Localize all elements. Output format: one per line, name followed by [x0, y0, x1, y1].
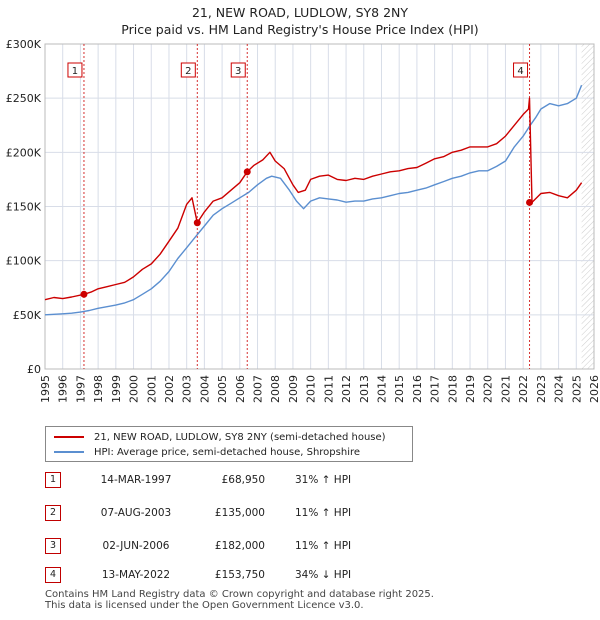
sale-number-badge: 3: [45, 538, 61, 554]
x-tick-label: 2003: [181, 375, 194, 403]
x-tick-label: 2016: [411, 375, 424, 403]
y-tick-label: £300K: [6, 38, 42, 51]
legend: 21, NEW ROAD, LUDLOW, SY8 2NY (semi-deta…: [45, 426, 413, 462]
sale-date: 14-MAR-1997: [100, 474, 172, 486]
legend-label-hpi: HPI: Average price, semi-detached house,…: [94, 446, 361, 458]
series-line-hpi: [44, 84, 583, 316]
sale-price: £68,950: [221, 474, 265, 486]
sale-hpi-diff: 34% ↓ HPI: [295, 569, 352, 581]
sale-date: 07-AUG-2003: [100, 507, 172, 519]
legend-label-property: 21, NEW ROAD, LUDLOW, SY8 2NY (semi-deta…: [94, 431, 386, 443]
footer-copyright: Contains HM Land Registry data © Crown c…: [45, 589, 434, 600]
sale-label-box: [513, 62, 529, 78]
x-tick-label: 2011: [322, 375, 335, 403]
footer: Contains HM Land Registry data © Crown c…: [45, 589, 434, 611]
sale-number-badge: 4: [45, 567, 61, 583]
x-tick-label: 2012: [340, 375, 353, 403]
sale-label-box: [230, 62, 246, 78]
x-tick-label: 2009: [287, 375, 300, 403]
y-tick-label: £100K: [6, 255, 42, 268]
sale-point: [193, 219, 201, 227]
x-tick-label: 2002: [163, 375, 176, 403]
sale-hpi-diff: 11% ↑ HPI: [295, 507, 352, 519]
x-tick-label: 2017: [429, 375, 442, 403]
x-tick-label: 2023: [535, 375, 548, 403]
legend-swatch-hpi: [54, 451, 84, 453]
sale-point: [80, 290, 88, 298]
x-tick-label: 2000: [128, 375, 141, 403]
x-tick-label: 2005: [216, 375, 229, 403]
sale-price: £182,000: [214, 540, 265, 552]
table-row: 1 14-MAR-1997 £68,950 31% ↑ HPI: [45, 472, 445, 488]
sale-label-box: [67, 62, 83, 78]
footer-licence: This data is licensed under the Open Gov…: [45, 600, 364, 611]
legend-item-hpi: HPI: Average price, semi-detached house,…: [54, 445, 360, 459]
table-row: 2 07-AUG-2003 £135,000 11% ↑ HPI: [45, 505, 445, 521]
series-line-property: [44, 97, 583, 301]
sale-hpi-diff: 31% ↑ HPI: [295, 474, 352, 486]
x-tick-label: 2019: [464, 375, 477, 403]
x-tick-label: 1999: [110, 375, 123, 403]
x-tick-label: 2004: [198, 375, 211, 403]
sale-label-number: 2: [185, 66, 191, 77]
y-tick-label: £200K: [6, 146, 42, 159]
sale-point: [526, 198, 534, 206]
x-tick-label: 2010: [305, 375, 318, 403]
legend-swatch-property: [54, 436, 84, 438]
chart-title-line2: Price paid vs. HM Land Registry's House …: [121, 22, 479, 37]
sale-label-number: 3: [235, 66, 241, 77]
x-tick-label: 2014: [375, 375, 388, 403]
sale-price: £153,750: [214, 569, 265, 581]
x-tick-label: 1998: [92, 375, 105, 403]
x-tick-label: 2007: [252, 375, 265, 403]
sale-date: 13-MAY-2022: [101, 569, 171, 581]
sale-label-number: 4: [517, 66, 523, 77]
x-tick-label: 2026: [588, 375, 600, 403]
x-tick-label: 1997: [74, 375, 87, 403]
legend-item-property: 21, NEW ROAD, LUDLOW, SY8 2NY (semi-deta…: [54, 430, 386, 444]
y-tick-label: £50K: [13, 309, 42, 322]
x-tick-label: 2022: [517, 375, 530, 403]
x-tick-label: 2018: [446, 375, 459, 403]
price-chart: £0 £50K £100K £150K £200K £250K £300K 1995 1996 1…: [6, 38, 600, 403]
x-tick-label: 2024: [553, 375, 566, 403]
sale-label-box: [180, 62, 196, 78]
x-tick-label: 2015: [393, 375, 406, 403]
chart-title-line1: 21, NEW ROAD, LUDLOW, SY8 2NY: [191, 5, 409, 20]
x-tick-label: 2001: [145, 375, 158, 403]
sale-number-badge: 1: [45, 472, 61, 488]
plot-frame: [44, 43, 595, 370]
x-tick-label: 2021: [499, 375, 512, 403]
y-tick-label: £0: [27, 363, 41, 376]
x-tick-label: 2020: [482, 375, 495, 403]
table-row: 3 02-JUN-2006 £182,000 11% ↑ HPI: [45, 538, 445, 554]
x-tick-label: 1995: [39, 375, 52, 403]
sale-label-number: 1: [72, 66, 78, 77]
y-tick-label: £250K: [6, 92, 42, 105]
sale-price: £135,000: [214, 507, 265, 519]
table-row: 4 13-MAY-2022 £153,750 34% ↓ HPI: [45, 567, 445, 583]
x-tick-label: 2008: [269, 375, 282, 403]
x-tick-label: 2013: [358, 375, 371, 403]
sale-point: [243, 168, 251, 176]
x-tick-label: 2006: [234, 375, 247, 403]
sale-number-badge: 2: [45, 505, 61, 521]
chart-title: 21, NEW ROAD, LUDLOW, SY8 2NY Price paid…: [0, 4, 600, 38]
sale-date: 02-JUN-2006: [102, 540, 170, 552]
x-tick-label: 2025: [570, 375, 583, 403]
sale-hpi-diff: 11% ↑ HPI: [295, 540, 352, 552]
x-tick-label: 1996: [57, 375, 70, 403]
y-tick-label: £150K: [6, 201, 42, 214]
